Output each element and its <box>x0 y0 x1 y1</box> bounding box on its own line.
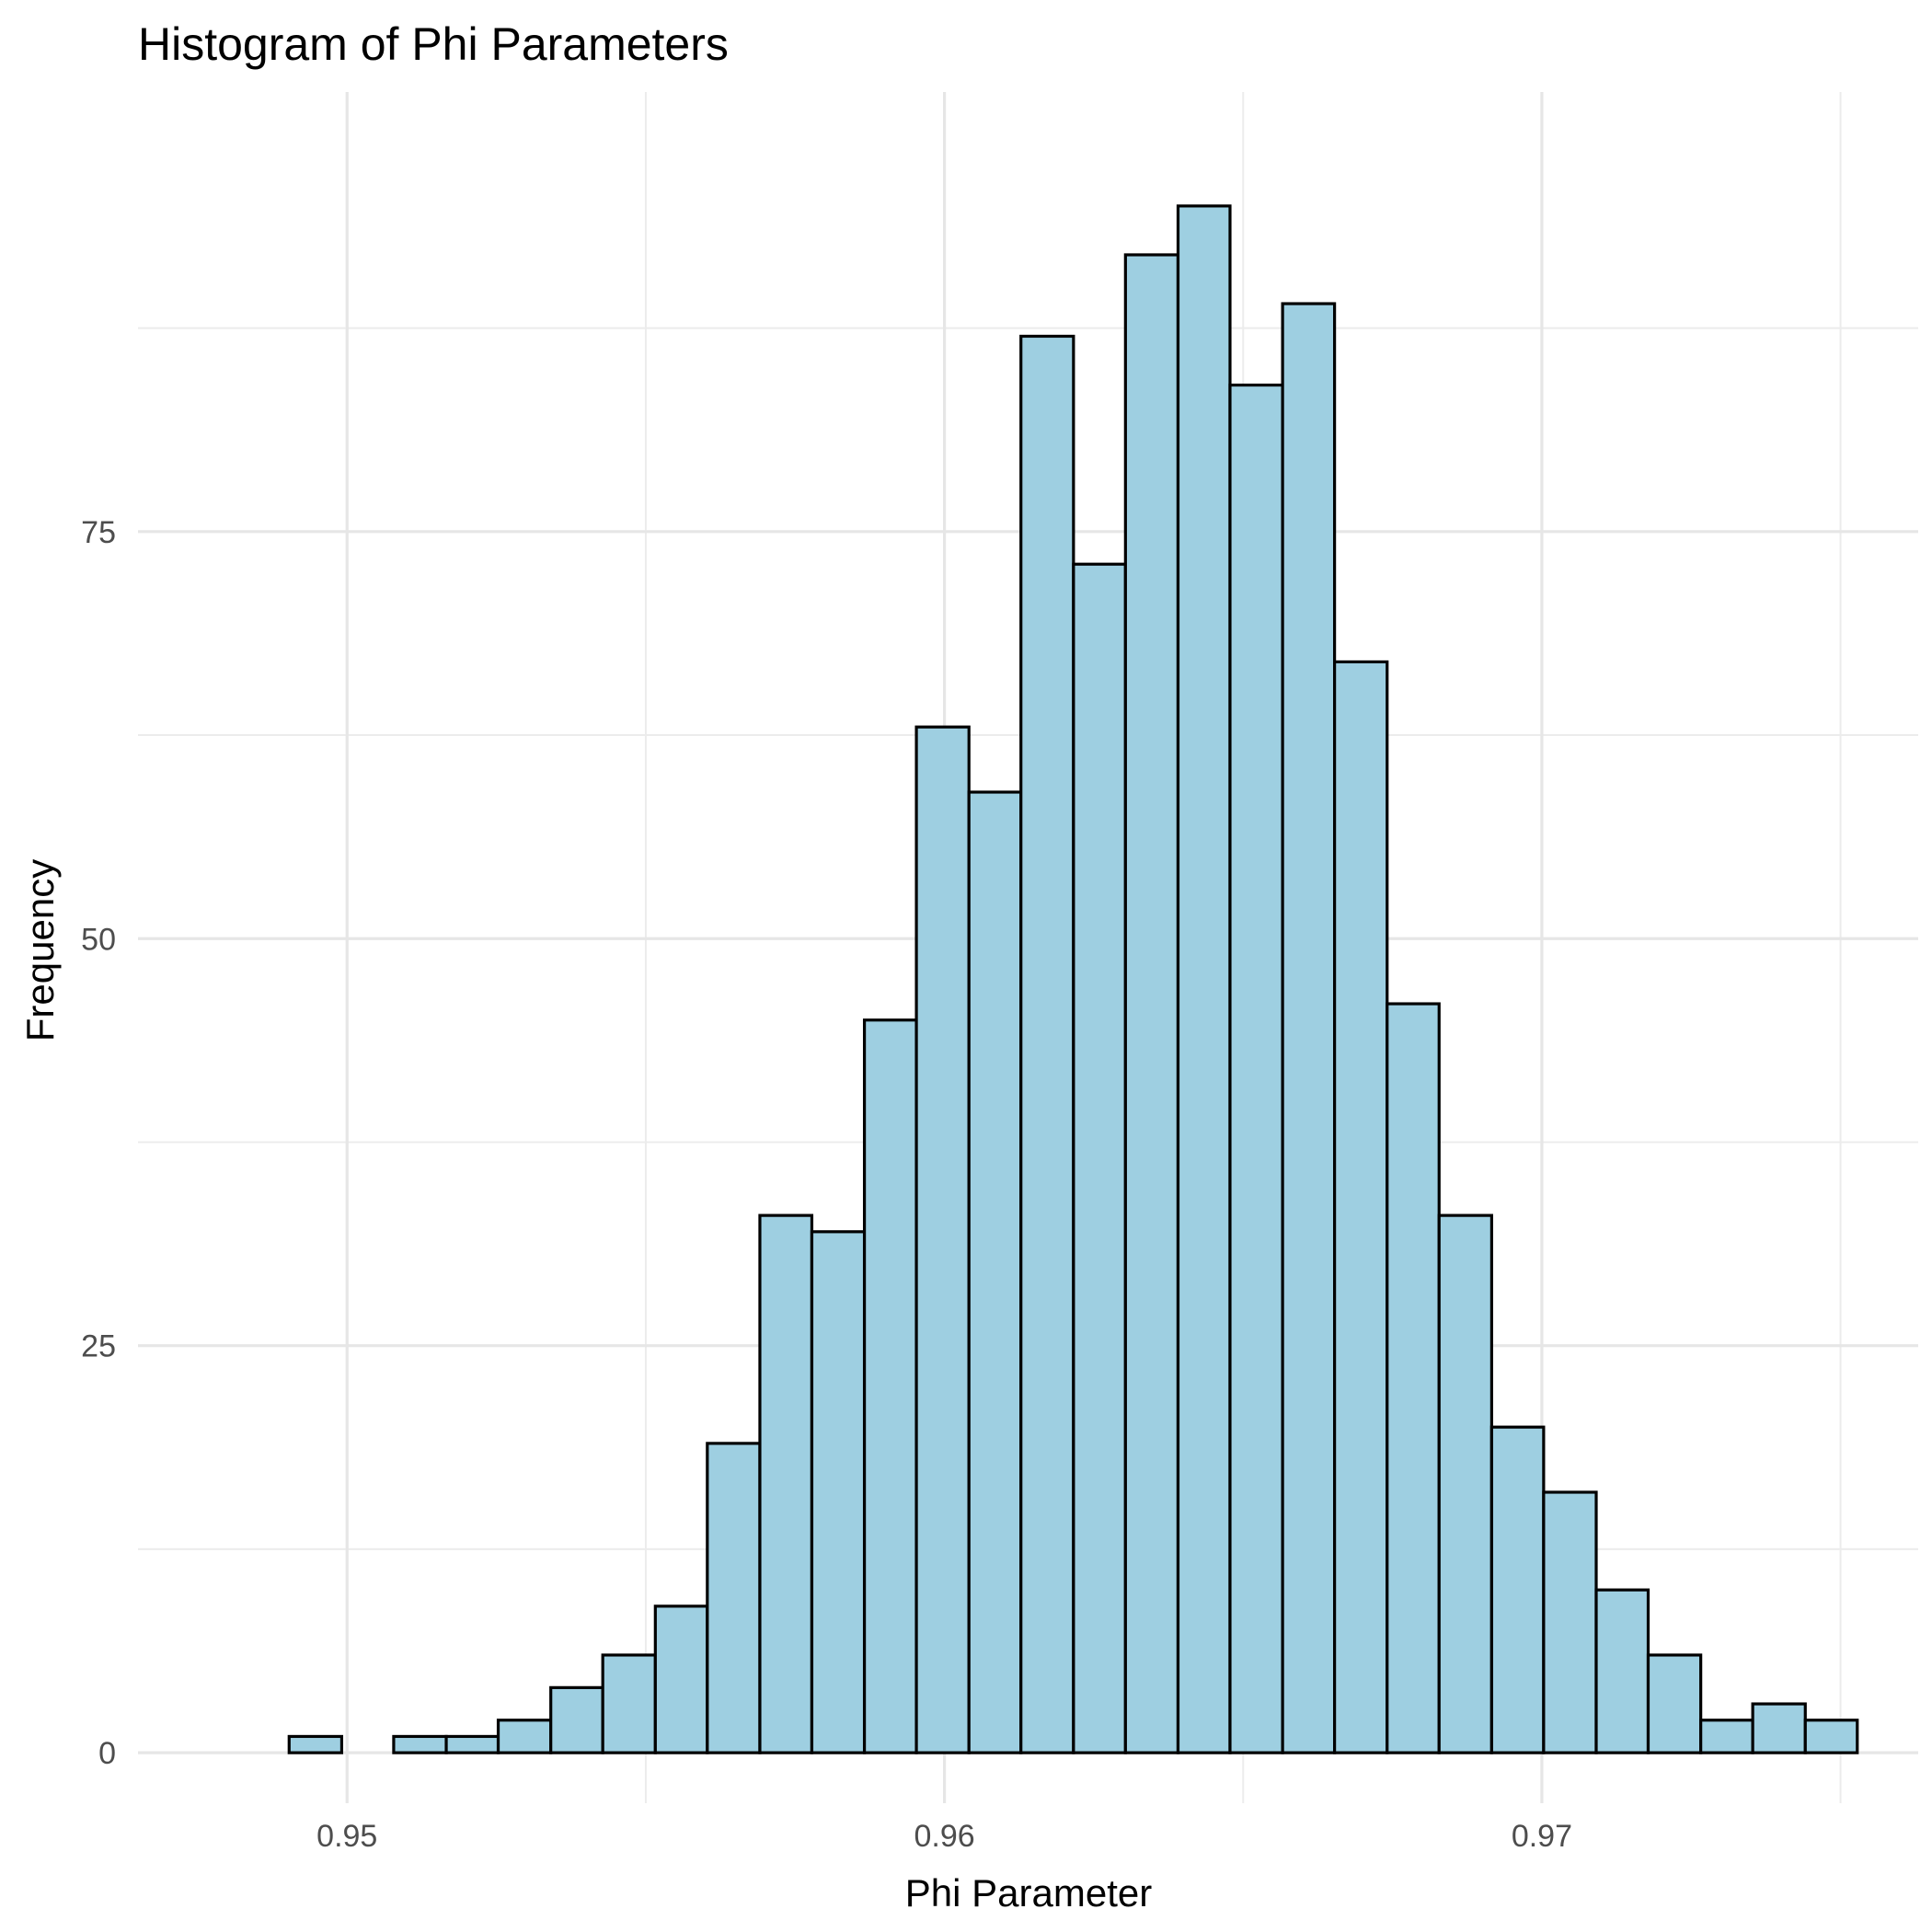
histogram-bars <box>287 204 1859 1754</box>
histogram-bar <box>706 1442 762 1754</box>
histogram-bar <box>758 1213 814 1754</box>
histogram-bar <box>392 1734 448 1754</box>
histogram-bar <box>967 790 1023 1754</box>
x-tick-label: 0.95 <box>316 1819 377 1854</box>
histogram-bar <box>1646 1653 1703 1754</box>
histogram-bar <box>287 1734 344 1754</box>
histogram-bar <box>1228 383 1284 1754</box>
histogram-bar <box>1019 334 1075 1754</box>
histogram-bar <box>914 725 971 1754</box>
histogram-bar <box>1699 1719 1754 1754</box>
histogram-bar <box>1333 660 1389 1754</box>
histogram-bar <box>1803 1719 1859 1754</box>
histogram-bar <box>1594 1588 1650 1754</box>
histogram-bar <box>1386 1002 1441 1754</box>
histogram-bar <box>1072 562 1127 1754</box>
histogram-bar <box>810 1230 867 1754</box>
histogram-bar <box>1281 302 1337 1754</box>
histogram-bar <box>549 1685 604 1754</box>
histogram-bar <box>496 1719 553 1754</box>
histogram-bar <box>601 1653 657 1754</box>
chart-title: Histogram of Phi Parameters <box>138 18 729 70</box>
x-axis-title: Phi Parameter <box>905 1871 1152 1915</box>
y-tick-label: 50 <box>81 922 116 957</box>
y-axis-title: Frequency <box>18 859 62 1041</box>
histogram-bar <box>653 1604 709 1754</box>
y-tick-label: 75 <box>81 515 116 550</box>
x-tick-label: 0.97 <box>1512 1819 1572 1854</box>
histogram-bar <box>1751 1702 1807 1754</box>
y-tick-label: 25 <box>81 1329 116 1364</box>
histogram-bar <box>1123 253 1180 1754</box>
x-axis-tick-labels: 0.95 0.96 0.97 <box>316 1819 1572 1854</box>
histogram-bar <box>1176 204 1232 1754</box>
histogram-bar <box>444 1734 500 1754</box>
histogram-bar <box>1437 1213 1493 1754</box>
histogram-bar <box>1489 1425 1546 1754</box>
y-axis-tick-labels: 0 25 50 75 <box>81 515 116 1771</box>
histogram-bar <box>862 1018 918 1754</box>
x-tick-label: 0.96 <box>914 1819 975 1854</box>
y-tick-label: 0 <box>98 1736 116 1771</box>
histogram-bar <box>1542 1490 1598 1754</box>
